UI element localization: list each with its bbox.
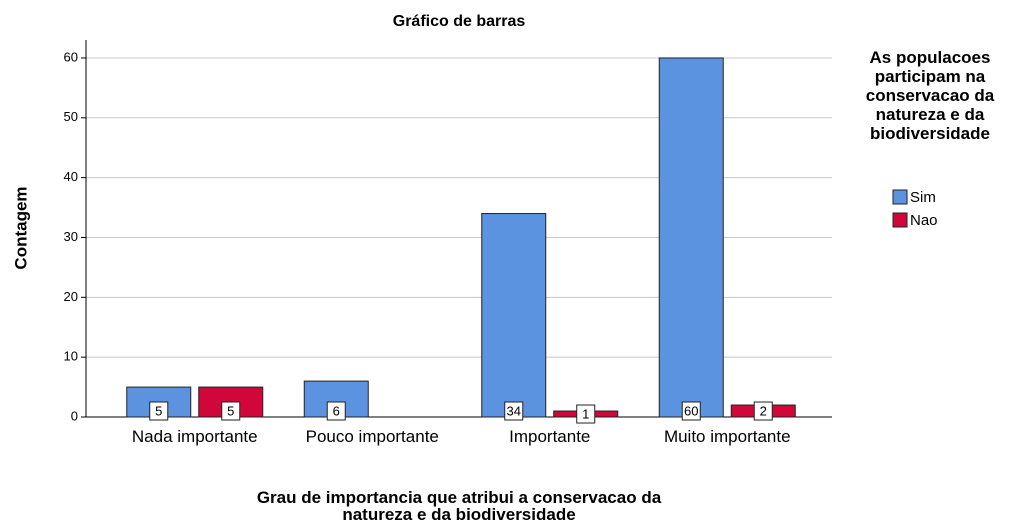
y-tick-label: 20 (64, 289, 78, 304)
legend-swatch (892, 212, 908, 228)
x-tick-label: Pouco importante (305, 427, 439, 446)
legend-label: Sim (910, 189, 936, 206)
value-label-box (149, 401, 169, 421)
y-tick-label: 60 (64, 49, 78, 64)
y-tick-label: 50 (64, 109, 78, 124)
y-tick-label: 10 (64, 349, 78, 364)
value-label: 1 (582, 406, 589, 421)
legend-title: As populacoes participam na conservacao … (865, 48, 995, 143)
value-label-box (504, 401, 524, 421)
value-label-box (221, 401, 241, 421)
x-tick-label: Importante (509, 427, 591, 446)
y-tick-label: 30 (64, 229, 78, 244)
value-label-box (753, 401, 773, 421)
value-label-box (681, 401, 701, 421)
x-axis-title: Grau de importancia que atribui a conser… (256, 488, 662, 524)
y-tick-label: 40 (64, 169, 78, 184)
value-label: 34 (507, 403, 521, 418)
value-label: 5 (155, 403, 162, 418)
y-axis-title: Contagem (11, 186, 30, 269)
bar (658, 57, 724, 418)
value-label-box (326, 401, 346, 421)
value-label: 6 (333, 403, 340, 418)
chart-title: Gráfico de barras (393, 13, 526, 30)
x-tick-label: Nada importante (131, 427, 258, 446)
value-label: 60 (684, 403, 698, 418)
x-tick-label: Muito importante (663, 427, 791, 446)
legend-swatch (892, 189, 908, 205)
value-label: 5 (227, 403, 234, 418)
legend-label: Nao (910, 212, 938, 229)
y-tick-label: 0 (71, 408, 78, 423)
value-label: 2 (760, 403, 767, 418)
bar (481, 213, 547, 418)
value-label-box (576, 404, 596, 424)
